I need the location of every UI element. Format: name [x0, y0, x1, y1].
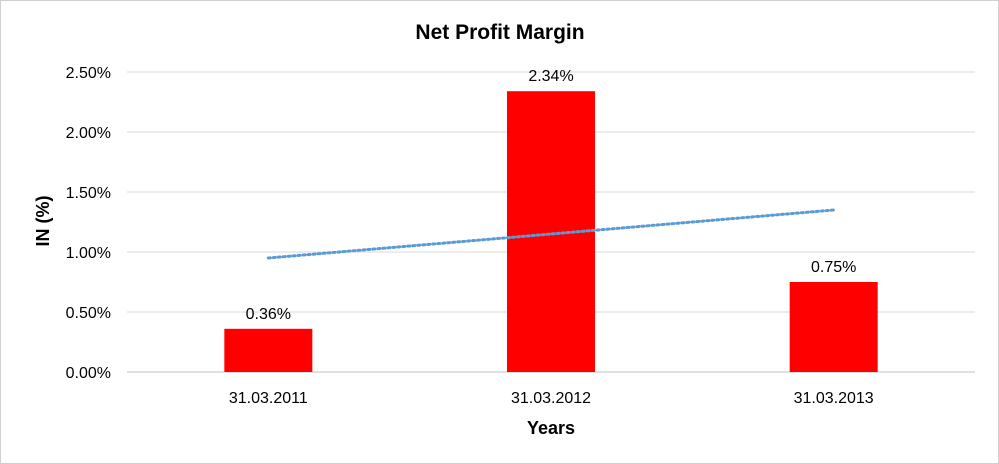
y-tick-label: 0.50% [66, 305, 111, 322]
y-tick-label: 2.00% [66, 125, 111, 142]
x-tick-label: 31.03.2011 [229, 390, 308, 407]
x-tick-label: 31.03.2012 [511, 390, 591, 407]
data-labels: 0.36% 2.34% 0.75% [246, 68, 857, 323]
bar [224, 328, 313, 372]
x-axis-ticks: 31.03.2011 31.03.2012 31.03.2013 [229, 390, 874, 407]
y-axis-label: IN (%) [33, 196, 53, 247]
y-axis-ticks: 0.00% 0.50% 1.00% 1.50% 2.00% 2.50% [66, 65, 111, 382]
chart-title: Net Profit Margin [415, 21, 584, 44]
y-tick-label: 1.00% [66, 245, 111, 262]
y-tick-label: 2.50% [66, 65, 111, 82]
x-axis-label: Years [527, 418, 575, 438]
bar [789, 282, 878, 372]
trendline [266, 208, 836, 260]
data-label: 0.75% [811, 259, 856, 276]
data-label: 2.34% [528, 68, 573, 85]
x-tick-label: 31.03.2013 [794, 390, 874, 407]
bars [224, 91, 878, 372]
y-tick-label: 1.50% [66, 185, 111, 202]
y-tick-label: 0.00% [66, 365, 111, 382]
data-label: 0.36% [246, 306, 291, 323]
trendline-group [266, 208, 836, 260]
